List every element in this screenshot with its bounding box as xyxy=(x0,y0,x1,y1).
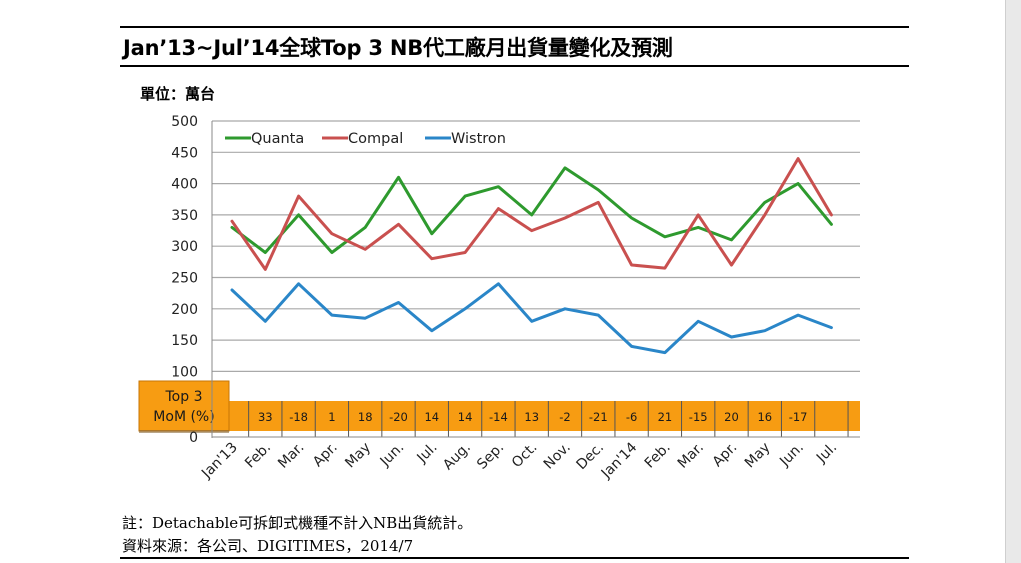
legend: Quanta Compal Wistron xyxy=(225,131,506,147)
mom-value: 14 xyxy=(458,410,473,424)
mom-label-line2: MoM (%) xyxy=(153,409,214,425)
mom-value: 1 xyxy=(328,410,335,424)
series-lines xyxy=(230,157,833,355)
x-tick-label: Mar. xyxy=(675,440,707,472)
footnote: 註：Detachable可拆卸式機種不計入NB出貨統計。 xyxy=(122,514,473,532)
y-tick-label: 500 xyxy=(171,114,198,130)
mom-value: 21 xyxy=(658,410,673,424)
source-note: 資料來源：各公司、DIGITIMES，2014/7 xyxy=(122,537,414,555)
x-tick-label: Jan'13 xyxy=(198,440,241,483)
mom-label-line1: Top 3 xyxy=(165,389,203,405)
y-tick-label: 100 xyxy=(171,364,198,380)
x-tick-label: Jun. xyxy=(776,440,807,471)
mom-value: -6 xyxy=(626,410,637,424)
y-tick-label: 200 xyxy=(171,302,198,318)
mom-value: 33 xyxy=(258,410,273,424)
x-tick-label: Feb. xyxy=(642,440,674,472)
bottom-rule xyxy=(120,557,909,559)
x-tick-label: Sep. xyxy=(474,440,507,473)
mom-value: -14 xyxy=(489,410,508,424)
mom-row-background xyxy=(212,401,860,431)
x-tick-label: Jun. xyxy=(377,440,408,471)
x-tick-label: Jul. xyxy=(414,440,441,467)
x-tick-label: Apr. xyxy=(310,440,341,471)
scrollbar[interactable] xyxy=(1005,0,1021,563)
mom-value: 14 xyxy=(424,410,439,424)
y-tick-label: 250 xyxy=(171,271,198,287)
x-tick-label: Nov. xyxy=(541,440,574,473)
page-title: Jan’13~Jul’14全球Top 3 NB代工廠月出貨量變化及預測 xyxy=(123,36,673,60)
series-line-wistron xyxy=(230,282,833,355)
series-line-compal xyxy=(230,157,833,271)
mom-value: -21 xyxy=(589,410,608,424)
x-tick-label: May xyxy=(342,440,374,472)
y-tick-label: 400 xyxy=(171,177,198,193)
title-rule xyxy=(120,65,909,67)
mom-value: 18 xyxy=(358,410,373,424)
mom-table: 33 -18 1 18 -20 14 14 -14 13 -2 -21 -6 21 -15 20 16 -17 T… xyxy=(138,380,860,437)
y-tick-label: 150 xyxy=(171,333,198,349)
legend-label-quanta: Quanta xyxy=(251,131,304,147)
x-tick-label: May xyxy=(742,440,774,472)
x-tick-label: Aug. xyxy=(440,440,474,474)
x-tick-label: Feb. xyxy=(242,440,274,472)
y-tick-label: 350 xyxy=(171,208,198,224)
mom-value: -20 xyxy=(389,410,408,424)
y-tick-label: 0 xyxy=(189,430,198,446)
mom-value: -15 xyxy=(689,410,708,424)
mom-value: 20 xyxy=(724,410,739,424)
series-line-quanta xyxy=(230,166,833,254)
x-tick-label: Jan'14 xyxy=(598,439,641,482)
y-tick-label: 450 xyxy=(171,145,198,161)
mom-label-box xyxy=(138,380,230,432)
mom-value: 13 xyxy=(524,410,539,424)
legend-label-wistron: Wistron xyxy=(451,131,506,147)
x-tick-label: Jul. xyxy=(813,440,840,467)
y-tick-label: 300 xyxy=(171,239,198,255)
top-rule xyxy=(120,26,909,28)
unit-label: 單位：萬台 xyxy=(140,85,216,103)
mom-value: -17 xyxy=(789,410,808,424)
x-tick-label: Apr. xyxy=(710,440,741,471)
mom-value: -2 xyxy=(559,410,570,424)
x-tick-label: Mar. xyxy=(275,440,307,472)
mom-value: 16 xyxy=(757,410,772,424)
x-tick-label: Oct. xyxy=(509,440,541,472)
mom-value: -18 xyxy=(289,410,308,424)
legend-label-compal: Compal xyxy=(348,131,403,147)
mom-label-shadow xyxy=(139,430,229,433)
gridlines xyxy=(212,120,860,372)
